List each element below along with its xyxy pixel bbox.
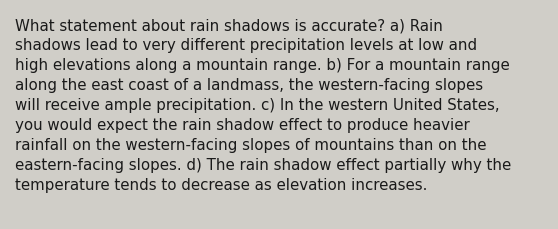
- Text: What statement about rain shadows is accurate? a) Rain
shadows lead to very diff: What statement about rain shadows is acc…: [16, 18, 512, 193]
